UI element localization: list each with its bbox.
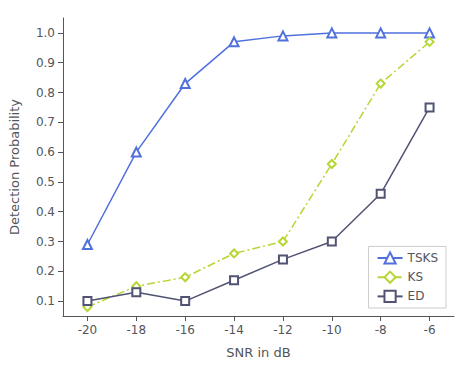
svg-text:Detection Probability: Detection Probability <box>7 99 22 235</box>
svg-text:0.4: 0.4 <box>36 205 55 219</box>
svg-text:-14: -14 <box>224 323 244 337</box>
svg-text:0.3: 0.3 <box>36 235 55 249</box>
svg-text:0.1: 0.1 <box>36 294 55 308</box>
svg-text:-18: -18 <box>127 323 147 337</box>
svg-text:0.5: 0.5 <box>36 175 55 189</box>
svg-text:0.2: 0.2 <box>36 264 55 278</box>
svg-text:-8: -8 <box>375 323 387 337</box>
svg-text:1.0: 1.0 <box>36 26 55 40</box>
svg-text:-10: -10 <box>322 323 342 337</box>
svg-text:0.8: 0.8 <box>36 86 55 100</box>
svg-text:-20: -20 <box>78 323 98 337</box>
svg-text:TSKS: TSKS <box>407 251 438 265</box>
svg-text:-16: -16 <box>175 323 195 337</box>
svg-text:0.6: 0.6 <box>36 145 55 159</box>
svg-text:0.9: 0.9 <box>36 56 55 70</box>
svg-text:-12: -12 <box>273 323 293 337</box>
svg-text:ED: ED <box>408 289 425 303</box>
svg-text:-6: -6 <box>424 323 436 337</box>
svg-text:SNR in dB: SNR in dB <box>226 345 290 360</box>
svg-text:0.7: 0.7 <box>36 115 55 129</box>
svg-text:KS: KS <box>408 270 424 284</box>
